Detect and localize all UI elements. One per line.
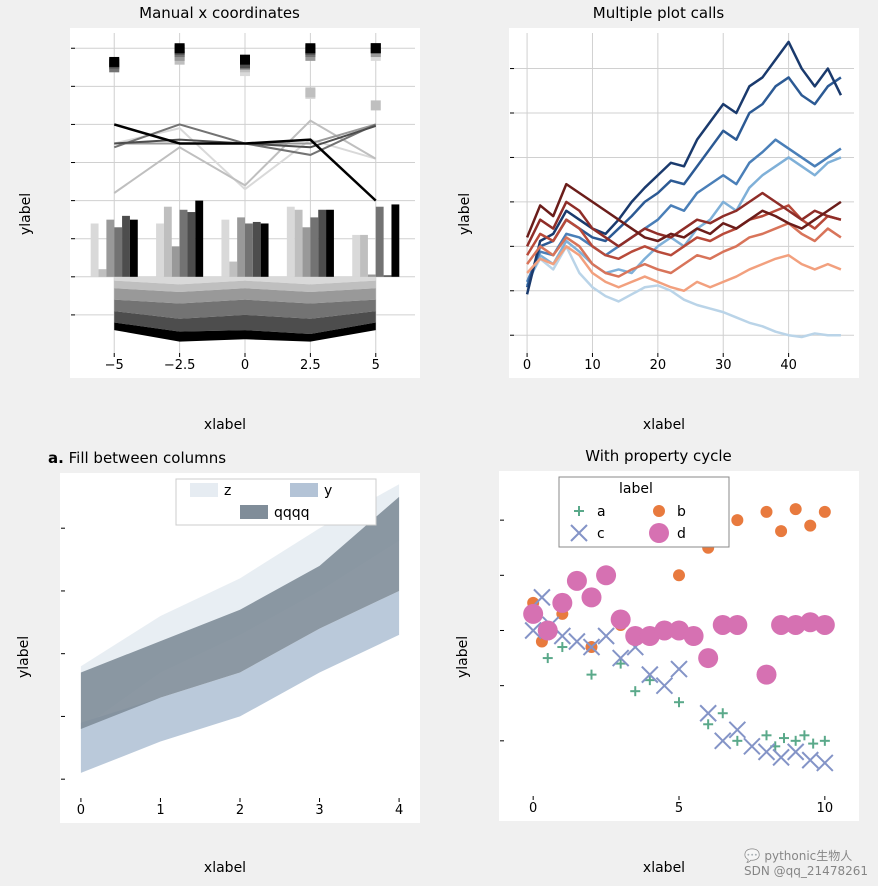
svg-text:b: b — [677, 504, 686, 520]
panel1-ylabel: ylabel — [18, 193, 34, 235]
svg-text:5: 5 — [372, 358, 380, 373]
svg-text:0: 0 — [529, 801, 537, 816]
panel4-plot: 0510−2−1012labelabcd — [499, 471, 859, 821]
panel3-label: a. — [48, 449, 64, 467]
panel3-plot: 0123401234zyqqqq — [60, 473, 420, 823]
svg-text:c: c — [597, 526, 605, 542]
svg-text:y: y — [324, 483, 332, 499]
svg-text:a: a — [597, 504, 606, 520]
panel-manual-x: Manual x coordinates −5−2.502.55−0.500.5… — [0, 0, 439, 443]
svg-text:5: 5 — [675, 801, 683, 816]
svg-text:10: 10 — [817, 801, 834, 816]
svg-text:−5: −5 — [105, 358, 124, 373]
watermark: 💬 pythonic生物人 SDN @qq_21478261 — [744, 847, 868, 878]
svg-text:30: 30 — [715, 358, 732, 373]
svg-text:−2.5: −2.5 — [164, 358, 196, 373]
panel-multiple-plot: Multiple plot calls 010203040−2.502.557.… — [439, 0, 878, 443]
svg-text:0: 0 — [241, 358, 249, 373]
panel4-ylabel: ylabel — [455, 636, 471, 678]
panel1-plot: −5−2.502.55−0.500.511.522.53 — [70, 28, 420, 378]
panel1-svg: −5−2.502.55−0.500.511.522.53 — [70, 28, 420, 378]
svg-text:2: 2 — [236, 803, 244, 818]
panel2-plot: 010203040−2.502.557.51012.5 — [509, 28, 859, 378]
panel1-xlabel: xlabel — [204, 417, 246, 433]
svg-text:40: 40 — [780, 358, 797, 373]
svg-text:label: label — [619, 481, 653, 497]
svg-text:3: 3 — [315, 803, 323, 818]
panel3-title: Fill between columns — [69, 449, 226, 467]
panel4-xlabel: xlabel — [643, 860, 685, 876]
panel4-svg: 0510−2−1012labelabcd — [499, 471, 859, 821]
panel3-svg: 0123401234zyqqqq — [60, 473, 420, 823]
svg-text:d: d — [677, 526, 686, 542]
svg-text:4: 4 — [395, 803, 403, 818]
panel2-title: Multiple plot calls — [439, 4, 878, 22]
svg-text:10: 10 — [584, 358, 601, 373]
panel3-ylabel: ylabel — [16, 636, 32, 678]
chart-grid: Manual x coordinates −5−2.502.55−0.500.5… — [0, 0, 878, 886]
panel-fill-between: a. Fill between columns 0123401234zyqqqq… — [0, 443, 439, 886]
svg-text:0: 0 — [77, 803, 85, 818]
svg-text:z: z — [224, 483, 231, 499]
panel3-heading: a. Fill between columns — [48, 449, 226, 467]
panel2-svg: 010203040−2.502.557.51012.5 — [509, 28, 859, 378]
panel4-title: With property cycle — [439, 447, 878, 465]
svg-text:20: 20 — [650, 358, 667, 373]
svg-text:qqqq: qqqq — [274, 505, 310, 521]
panel3-xlabel: xlabel — [204, 860, 246, 876]
panel-property-cycle: With property cycle 0510−2−1012labelabcd… — [439, 443, 878, 886]
panel2-xlabel: xlabel — [643, 417, 685, 433]
svg-text:2.5: 2.5 — [300, 358, 321, 373]
svg-text:0: 0 — [523, 358, 531, 373]
svg-text:1: 1 — [156, 803, 164, 818]
panel2-ylabel: ylabel — [457, 193, 473, 235]
panel1-title: Manual x coordinates — [0, 4, 439, 22]
